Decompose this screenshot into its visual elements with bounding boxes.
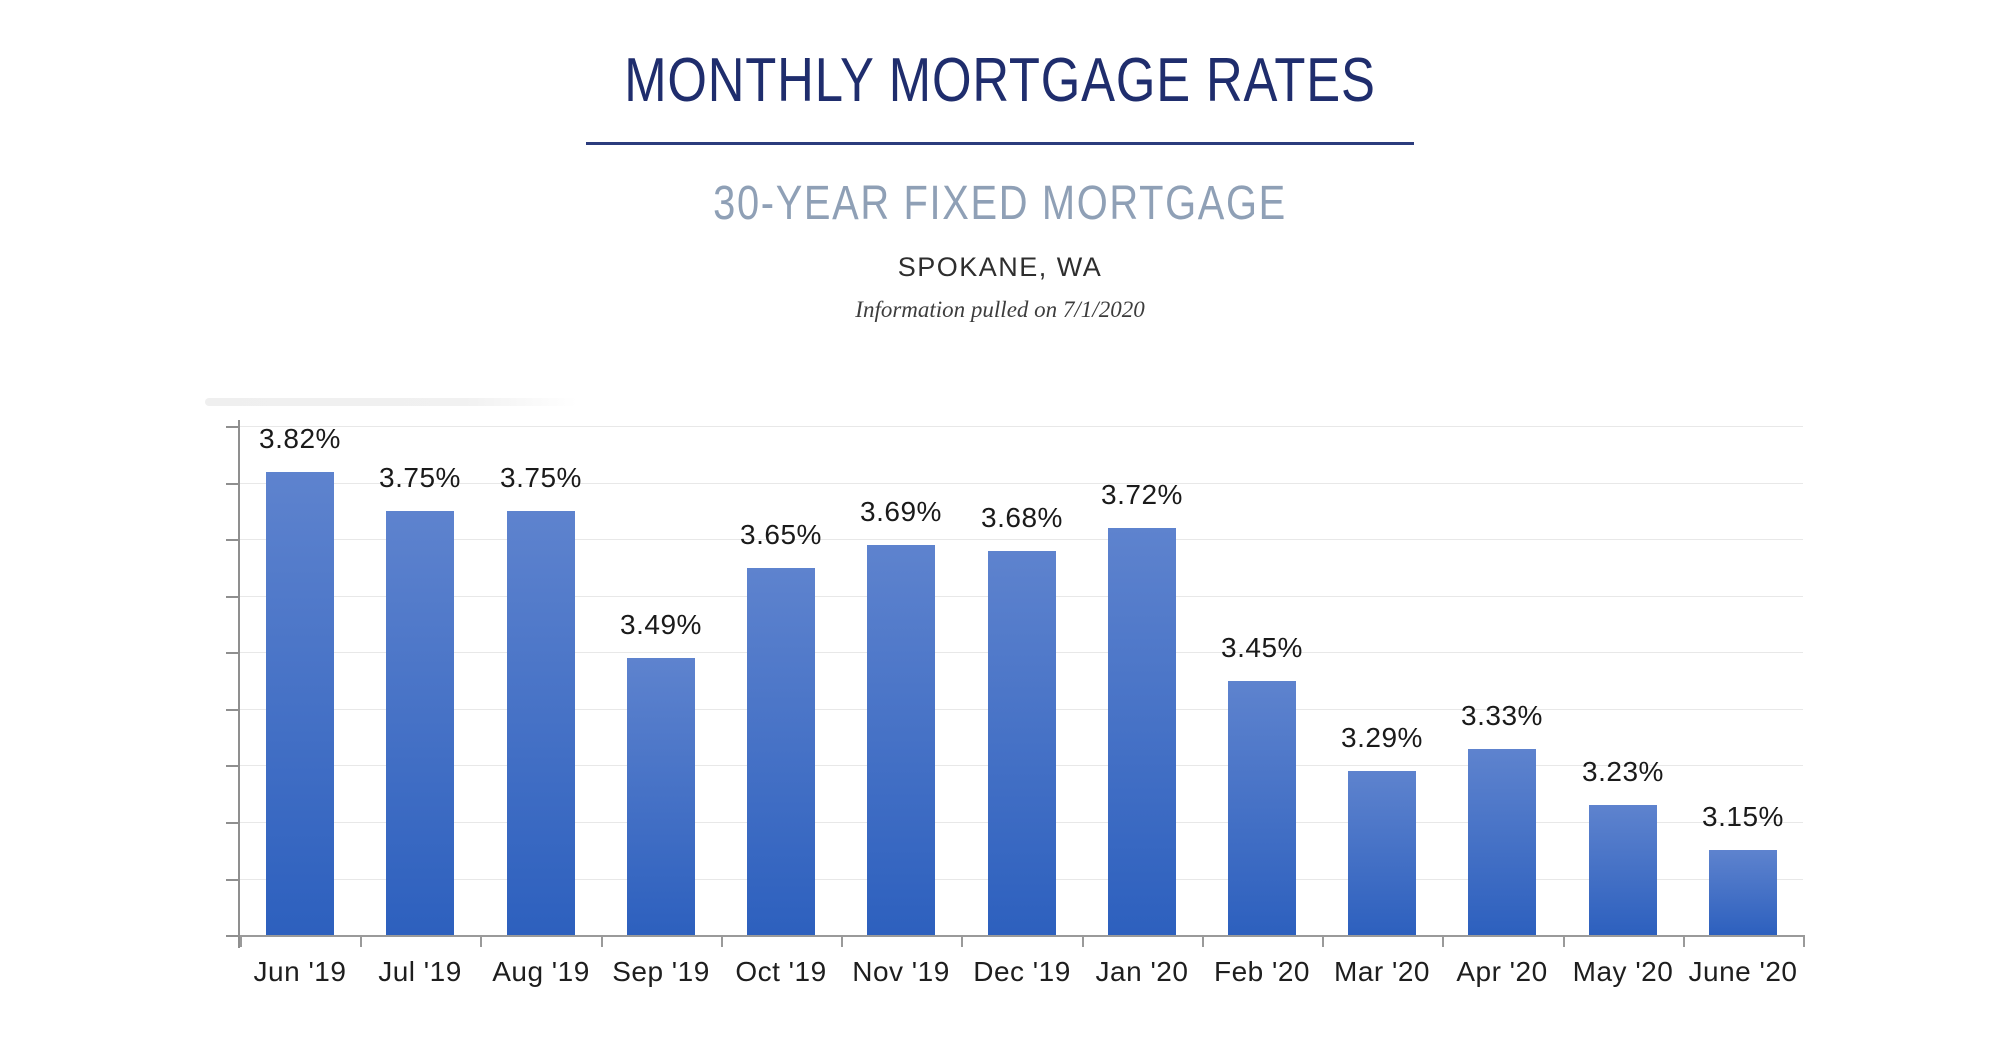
x-axis-category-label: Jul '19 — [378, 956, 462, 987]
x-axis-category-label: Feb '20 — [1213, 956, 1311, 987]
page-title: MONTHLY MORTGAGE RATES — [624, 46, 1376, 115]
y-axis-tick — [226, 426, 240, 428]
bar-value-label: 3.72% — [1101, 479, 1183, 510]
location-label: SPOKANE, WA — [897, 252, 1103, 282]
x-axis-tick — [1683, 935, 1685, 947]
bar — [1709, 850, 1777, 935]
x-axis-category-label: Jan '20 — [1095, 956, 1189, 987]
x-axis-tick — [1082, 935, 1084, 947]
bar — [1108, 528, 1176, 935]
x-axis-tick — [721, 935, 723, 947]
gridline — [240, 539, 1803, 540]
x-axis-tick — [480, 935, 482, 947]
bar — [1348, 771, 1416, 935]
y-axis-tick — [226, 596, 240, 598]
x-axis-tick — [961, 935, 963, 947]
bar-value-label: 3.33% — [1461, 700, 1543, 731]
gridline — [240, 483, 1803, 484]
y-axis-tick — [226, 652, 240, 654]
y-axis-line — [238, 420, 240, 948]
x-axis-category-label: Dec '19 — [973, 956, 1071, 987]
x-axis-category-label: Apr '20 — [1456, 956, 1548, 987]
info-pulled-note: Information pulled on 7/1/2020 — [855, 297, 1145, 322]
bar — [1468, 749, 1536, 935]
bar-value-label: 3.68% — [981, 502, 1063, 533]
x-axis-category-label: Mar '20 — [1334, 956, 1430, 987]
x-axis-tick — [1803, 935, 1805, 947]
bar-value-label: 3.65% — [740, 519, 822, 550]
bar-value-label: 3.75% — [379, 462, 461, 493]
x-axis-tick — [240, 935, 242, 947]
bar — [507, 511, 575, 935]
y-axis-tick — [226, 539, 240, 541]
bar-value-label: 3.49% — [620, 609, 702, 640]
y-axis-tick — [226, 483, 240, 485]
chart-top-shadow-artifact — [205, 398, 577, 406]
x-axis-category-label: Aug '19 — [492, 956, 590, 987]
x-axis-category-label: Sep '19 — [612, 956, 710, 987]
bar — [266, 472, 334, 935]
bar-value-label: 3.45% — [1221, 632, 1303, 663]
bar — [867, 545, 935, 935]
x-axis-category-label: Nov '19 — [852, 956, 950, 987]
bar-value-label: 3.15% — [1702, 801, 1784, 832]
x-axis-tick — [601, 935, 603, 947]
y-axis-tick — [226, 879, 240, 881]
bar — [1228, 681, 1296, 935]
bar-value-label: 3.69% — [860, 496, 942, 527]
y-axis-tick — [226, 709, 240, 711]
x-axis-line — [240, 935, 1805, 937]
gridline — [240, 426, 1803, 427]
x-axis-category-label: May '20 — [1572, 956, 1674, 987]
bar — [1589, 805, 1657, 935]
bar-value-label: 3.75% — [500, 462, 582, 493]
bar — [627, 658, 695, 935]
y-axis-tick — [226, 822, 240, 824]
x-axis-category-label: Oct '19 — [735, 956, 827, 987]
x-axis-tick — [1442, 935, 1444, 947]
bar-value-label: 3.82% — [259, 423, 341, 454]
bar-value-label: 3.29% — [1341, 722, 1423, 753]
bar — [988, 551, 1056, 935]
title-underline — [586, 142, 1414, 145]
x-axis-category-label: June '20 — [1688, 956, 1798, 987]
y-axis-tick — [226, 765, 240, 767]
x-axis-tick — [1563, 935, 1565, 947]
x-axis-tick — [1202, 935, 1204, 947]
bar — [386, 511, 454, 935]
bar — [747, 568, 815, 935]
x-axis-tick — [1322, 935, 1324, 947]
x-axis-tick — [841, 935, 843, 947]
x-axis-tick — [360, 935, 362, 947]
bar-value-label: 3.23% — [1582, 756, 1664, 787]
x-axis-category-label: Jun '19 — [253, 956, 347, 987]
page-subtitle: 30-YEAR FIXED MORTGAGE — [713, 177, 1287, 230]
y-axis-tick — [226, 935, 240, 937]
